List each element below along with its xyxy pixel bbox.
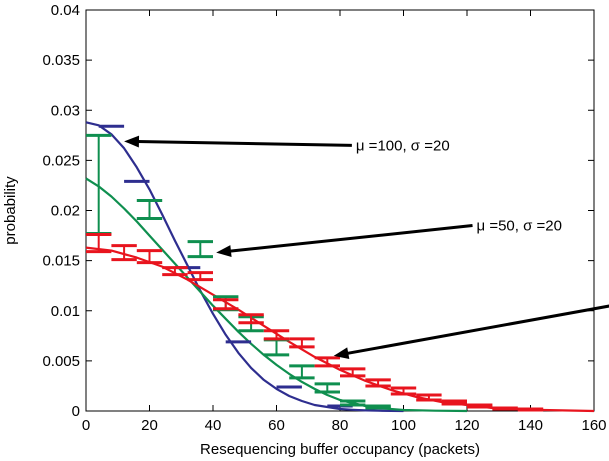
x-tick-label: 60 <box>268 417 285 434</box>
x-tick-label: 80 <box>332 417 349 434</box>
series-3-bin <box>263 329 290 341</box>
x-tick-label: 140 <box>518 417 543 434</box>
series-3-bin <box>467 403 493 409</box>
annotation-arrow-shaft <box>345 304 609 356</box>
bins-layer <box>86 124 544 412</box>
x-tick-label: 160 <box>581 417 606 434</box>
series-3-bin <box>365 378 391 388</box>
annotation-arrow-head <box>124 135 140 148</box>
series-2-bin <box>314 382 340 394</box>
series-3-bin <box>86 233 112 254</box>
y-tick-label: 0.04 <box>51 2 80 19</box>
series-2-bin <box>365 404 391 410</box>
x-tick-label: 120 <box>454 417 479 434</box>
annotation-arrow-shaft <box>136 140 352 147</box>
series-2-bin <box>136 198 163 221</box>
ticks-layer: 0 20 40 60 80 100 120 140 160 0 0.005 0.01 0.015 0.02… <box>42 2 606 434</box>
y-tick-label: 0 <box>72 403 80 420</box>
annotation-arrow-head <box>216 245 232 257</box>
x-tick-label: 20 <box>141 417 158 434</box>
y-tick-label: 0.01 <box>51 303 80 320</box>
x-tick-label: 40 <box>205 417 222 434</box>
series-3-bin <box>340 367 366 378</box>
series-3-bin <box>517 407 544 412</box>
series-3-bin <box>416 393 442 402</box>
y-tick-label: 0.015 <box>42 253 80 270</box>
y-tick-label: 0.02 <box>51 203 80 220</box>
series-3-bin <box>390 386 417 396</box>
series-2-bin <box>340 399 366 407</box>
annotation-text: μ =50, σ =20 <box>477 218 562 235</box>
series-3-bin <box>136 249 163 265</box>
x-tick-label: 0 <box>82 417 90 434</box>
plot-area: 0 20 40 60 80 100 120 140 160 0 0.005 0.01 0.015 0.02… <box>42 2 609 434</box>
series-3-bin <box>111 244 137 262</box>
annotation-1: μ =100, σ =20 <box>124 135 450 154</box>
series-3-bin <box>238 313 264 325</box>
series-3-bin <box>162 266 188 277</box>
y-axis-label: probability <box>2 176 19 245</box>
series-3-bin <box>187 271 213 282</box>
series-1-curve <box>85 121 404 413</box>
plot-frame <box>85 9 595 412</box>
annotation-2: μ =50, σ =20 <box>216 218 562 257</box>
y-tick-label: 0.005 <box>42 353 80 370</box>
annotation-text: μ =100, σ =20 <box>356 137 450 154</box>
series-2-bin <box>187 240 213 259</box>
annotation-3: μ =100, σ =40 <box>333 304 609 360</box>
series-3-bin <box>314 356 340 368</box>
y-tick-label: 0.03 <box>51 102 80 119</box>
annotation-arrow-head <box>333 347 350 360</box>
series-2-bin <box>289 364 315 380</box>
series-3-bin <box>213 298 239 311</box>
annot-layer: μ =100, σ =20 μ =50, σ =20 μ =100, σ =40 <box>124 135 609 360</box>
series-3-bin <box>289 337 315 349</box>
y-tick-label: 0.035 <box>42 52 80 69</box>
x-tick-label: 100 <box>391 417 416 434</box>
annotation-arrow-shaft <box>228 224 473 253</box>
x-axis-label: Resequencing buffer occupancy (packets) <box>200 441 480 458</box>
y-tick-label: 0.025 <box>42 152 80 169</box>
series-3-bin <box>492 406 518 411</box>
series-3-bin <box>441 399 467 406</box>
